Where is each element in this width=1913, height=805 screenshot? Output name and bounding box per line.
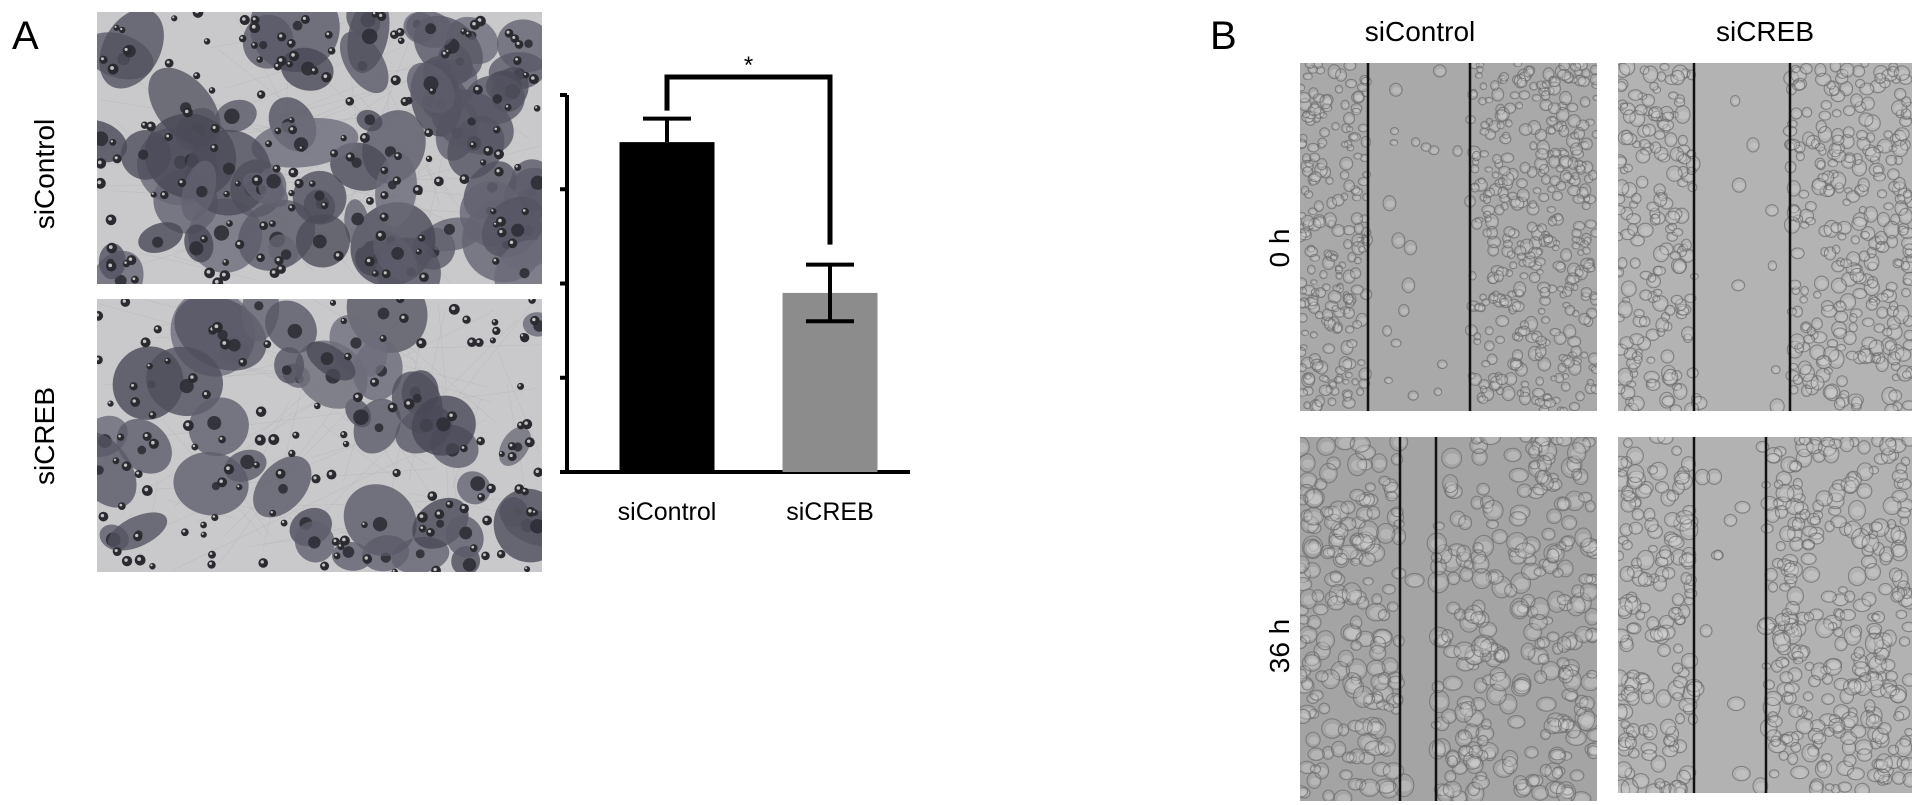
panel-a-letter: A <box>12 14 39 58</box>
panel-a-row-label-sicontrol: siControl <box>29 118 60 230</box>
bar-sicontrol <box>619 142 715 472</box>
transwell-image-sicreb <box>97 299 542 572</box>
wound-image-sicontrol-36h <box>1300 437 1597 801</box>
wound-image-sicreb-36h <box>1618 437 1912 793</box>
significance-star: * <box>744 52 753 79</box>
transwell-image-sicontrol <box>97 12 542 284</box>
panel-b-row-label-0h: 0 h <box>1264 228 1295 268</box>
panel-b-col-label-sicreb: siCREB <box>1715 16 1814 47</box>
x-tick-label-sicontrol: siControl <box>618 498 717 526</box>
significance-bracket <box>664 74 833 245</box>
wound-image-sicontrol-0h <box>1300 63 1597 411</box>
x-tick-label-sicreb: siCREB <box>786 498 874 526</box>
wound-image-sicreb-0h <box>1618 63 1912 411</box>
od-bar-chart: 0.00.10.20.30.4OD value (570 nm)siContro… <box>560 52 910 526</box>
panel-b-col-label-sicontrol: siControl <box>1364 16 1476 47</box>
panel-b-letter: B <box>1210 14 1237 58</box>
panel-b-row-label-36h: 36 h <box>1264 618 1295 674</box>
panel-a-row-label-sicreb: siCREB <box>29 387 60 486</box>
